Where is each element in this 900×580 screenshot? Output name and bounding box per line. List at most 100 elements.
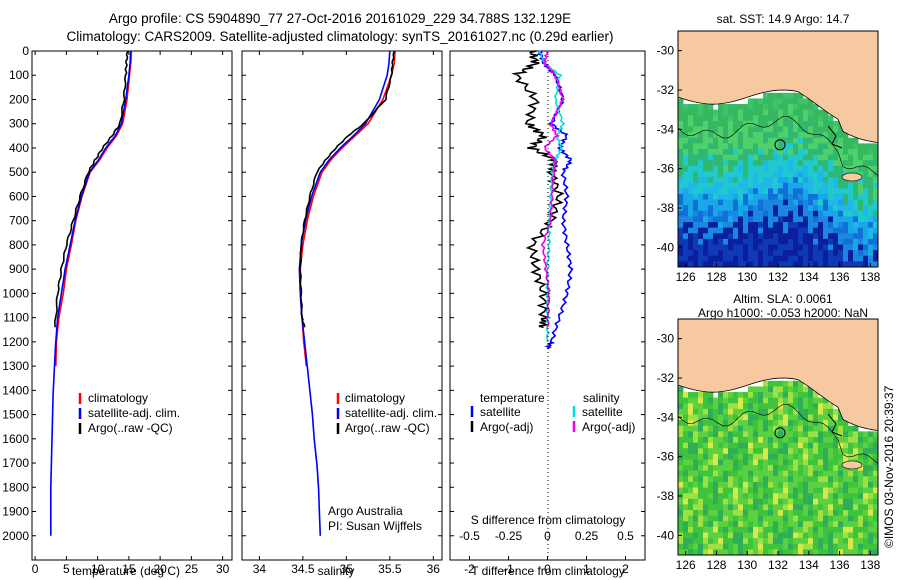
map-cell [698,210,704,217]
map-cell [738,120,744,127]
map-cell [773,538,779,545]
map-cell [848,160,854,167]
map-cell [693,448,699,455]
map-cell [813,481,819,488]
map-cell [788,244,794,251]
map-cell [783,470,789,477]
map-cell [778,98,784,105]
map-cell [773,453,779,460]
map-cell [868,431,874,438]
map-cell [823,261,829,268]
map-cell [798,165,804,172]
map-cell [763,222,769,229]
map-cell [763,403,769,410]
map-cell [783,261,789,268]
map-cell [798,154,804,161]
map-cell [798,193,804,200]
map-cell [793,459,799,466]
map-cell [793,538,799,545]
map-cell [843,493,849,500]
map-cell [823,160,829,167]
map-cell [768,543,774,550]
map-cell [763,188,769,195]
map-cell [843,238,849,245]
map-cell [763,132,769,139]
map-cell [808,210,814,217]
map-cell [833,510,839,517]
map-cell [758,199,764,206]
map-cell [768,98,774,105]
map-cell [813,222,819,229]
map-cell [798,403,804,410]
map-cell [828,448,834,455]
map-cell [843,532,849,539]
map-cell [808,244,814,251]
map-cell [793,171,799,178]
map-cell [803,420,809,427]
map-cell [723,154,729,161]
map-cell [748,98,754,105]
map-cell [783,465,789,472]
map-cell [838,538,844,545]
map-cell [733,227,739,234]
map-cell [728,538,734,545]
map-cell [808,453,814,460]
map-cell [818,244,824,251]
map-cell [773,549,779,556]
map-cell [768,149,774,156]
map-cell [683,465,689,472]
map-cell [748,143,754,150]
map-cell [778,431,784,438]
map-cell [798,261,804,268]
lon-tick-label: 138 [860,270,880,284]
map-cell [688,437,694,444]
map-cell [748,216,754,223]
map-cell [733,510,739,517]
map-cell [743,261,749,268]
map-cell [683,244,689,251]
map-cell [858,543,864,550]
map-cell [828,177,834,184]
map-cell [718,510,724,517]
map-cell [683,510,689,517]
map-cell [753,210,759,217]
map-cell [683,255,689,262]
map-cell [728,498,734,505]
map-cell [723,487,729,494]
map-cell [778,476,784,483]
map-cell [713,250,719,257]
map-cell [688,453,694,460]
map-cell [693,543,699,550]
map-cell [788,177,794,184]
map-cell [723,126,729,133]
map-cell [828,549,834,556]
map-cell [758,510,764,517]
map-cell [743,425,749,432]
map-cell [783,493,789,500]
map-cell [778,504,784,511]
lon-tick-label: 128 [706,558,726,572]
x-tick-label: 30 [216,562,230,576]
map-cell [718,210,724,217]
map-cell [843,504,849,511]
map-cell [838,448,844,455]
map-cell [728,199,734,206]
map-cell [808,238,814,245]
map-cell [853,222,859,229]
map-cell [753,143,759,150]
map-cell [773,109,779,116]
map-cell [803,408,809,415]
map-cell [703,465,709,472]
map-cell [868,205,874,212]
map-cell [743,543,749,550]
legend-label: climatology [88,391,148,405]
map-cell [728,397,734,404]
map-cell [683,487,689,494]
map-cell [698,115,704,122]
map-cell [773,120,779,127]
map-cell [778,543,784,550]
map-cell [678,487,684,494]
lon-tick-label: 136 [830,270,850,284]
map-cell [818,543,824,550]
map-cell [768,510,774,517]
